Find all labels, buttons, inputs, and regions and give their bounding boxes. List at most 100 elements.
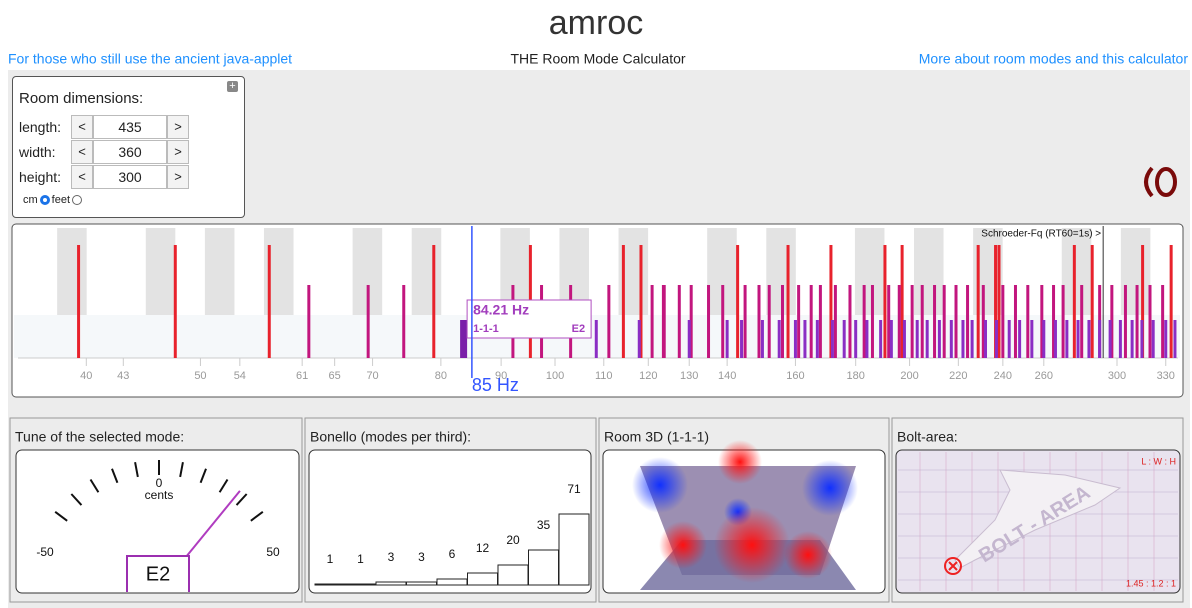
dimension-row: width: <360 >	[19, 140, 189, 164]
selected-mode	[460, 320, 468, 358]
bonello-label: 35	[537, 518, 551, 532]
gauge-tick	[250, 510, 264, 522]
ratio-value: 1.45 : 1.2 : 1	[1126, 578, 1176, 588]
bonello-bar	[528, 549, 559, 586]
dimension-input[interactable]: 360	[93, 140, 167, 164]
applet-link[interactable]: For those who still use the ancient java…	[8, 51, 292, 67]
gauge-label: -50	[36, 545, 54, 559]
x-tick-label: 40	[80, 370, 92, 382]
bonello-bar	[314, 583, 346, 586]
gauge-needle	[183, 490, 241, 560]
bonello-label: 71	[567, 482, 581, 496]
gauge-tick	[111, 468, 119, 484]
gauge-unit: cents	[145, 488, 174, 502]
x-tick-label: 43	[117, 370, 129, 382]
unit-radio[interactable]	[72, 195, 83, 205]
key-area	[14, 228, 1180, 315]
x-tick-label: 100	[546, 370, 564, 382]
x-tick-label: 50	[194, 370, 206, 382]
unit-label: cm	[23, 194, 38, 206]
bonello-bar	[375, 581, 407, 586]
gauge-tick	[218, 478, 229, 493]
gauge-label: 50	[266, 545, 280, 559]
dimension-row: height: <300 >	[19, 165, 189, 189]
info-link[interactable]: More about room modes and this calculato…	[919, 51, 1189, 67]
gauge-tick	[54, 510, 68, 522]
bolt-shape	[954, 469, 1122, 569]
decrement-button[interactable]: <	[71, 140, 93, 164]
x-tick-label: 65	[329, 370, 341, 382]
expand-button[interactable]: +	[227, 81, 238, 92]
black-key	[145, 228, 176, 315]
gauge-tick	[89, 478, 100, 493]
x-tick-label: 180	[847, 370, 865, 382]
black-key	[411, 228, 442, 315]
black-key	[204, 228, 235, 315]
decrement-button[interactable]: <	[71, 165, 93, 189]
x-tick-label: 90	[495, 370, 507, 382]
dimension-label: length:	[19, 119, 62, 135]
tooltip-freq: 84.21 Hz	[473, 302, 529, 318]
increment-button[interactable]: >	[167, 140, 189, 164]
gauge-tick	[179, 462, 184, 478]
x-tick-label: 61	[296, 370, 308, 382]
gauge-tick	[70, 493, 83, 506]
unit-selector: cm feet	[23, 194, 83, 206]
gauge-tick	[134, 462, 139, 478]
bonello-bar	[345, 583, 376, 586]
panel-heading: Bolt-area:	[897, 429, 958, 445]
room-heading: Room dimensions:	[19, 90, 144, 107]
bonello-label: 1	[327, 552, 334, 566]
increment-button[interactable]: >	[167, 115, 189, 139]
ratio-header: L : W : H	[1141, 456, 1176, 466]
dimension-input[interactable]: 300	[93, 165, 167, 189]
room-marker	[944, 557, 962, 575]
panel-heading: Room 3D (1-1-1)	[604, 429, 709, 445]
increment-button[interactable]: >	[167, 165, 189, 189]
bonello-label: 3	[418, 550, 425, 564]
x-tick-label: 300	[1108, 370, 1126, 382]
x-tick-label: 80	[435, 370, 447, 382]
black-key	[1061, 228, 1092, 315]
subtitle: THE Room Mode Calculator	[510, 51, 685, 67]
bonello-bar	[497, 564, 529, 586]
bonello-label: 12	[476, 541, 490, 555]
cursor-label: 85 Hz	[472, 375, 519, 395]
room-3d-view	[632, 440, 858, 590]
black-key	[914, 228, 944, 315]
x-tick-label: 130	[680, 370, 698, 382]
dimension-input[interactable]: 435	[93, 115, 167, 139]
bonello-bar	[436, 578, 468, 586]
decrement-button[interactable]: <	[71, 115, 93, 139]
gauge-box	[15, 449, 300, 594]
logo	[1144, 166, 1177, 198]
bonello-label: 6	[449, 547, 456, 561]
room-dimensions: + Room dimensions: length: <435 > width: <36…	[12, 76, 245, 218]
bonello-bar	[558, 513, 590, 586]
x-tick-label: 240	[994, 370, 1012, 382]
panel-heading: Tune of the selected mode:	[15, 429, 184, 445]
bonello-label: 1	[357, 552, 364, 566]
x-tick-label: 260	[1035, 370, 1053, 382]
black-key	[57, 228, 87, 315]
x-tick-label: 220	[949, 370, 967, 382]
x-tick-label: 120	[639, 370, 657, 382]
panel-heading: Bonello (modes per third):	[310, 429, 471, 445]
bonello-label: 3	[388, 550, 395, 564]
dimension-label: width:	[19, 144, 56, 160]
black-key	[854, 228, 885, 315]
gauge-tick	[199, 468, 207, 484]
unit-label: feet	[51, 194, 71, 206]
dimension-row: length: <435 >	[19, 115, 189, 139]
bonello-box	[308, 449, 592, 594]
gauge-note: E2	[146, 563, 170, 585]
unit-radio[interactable]	[39, 195, 50, 205]
bonello-bar	[406, 581, 437, 586]
tooltip-note: E2	[572, 323, 585, 335]
x-tick-label: 110	[595, 370, 613, 382]
app-title: amroc	[549, 4, 643, 42]
mode-tooltip	[466, 299, 592, 339]
x-tick-label: 70	[366, 370, 378, 382]
